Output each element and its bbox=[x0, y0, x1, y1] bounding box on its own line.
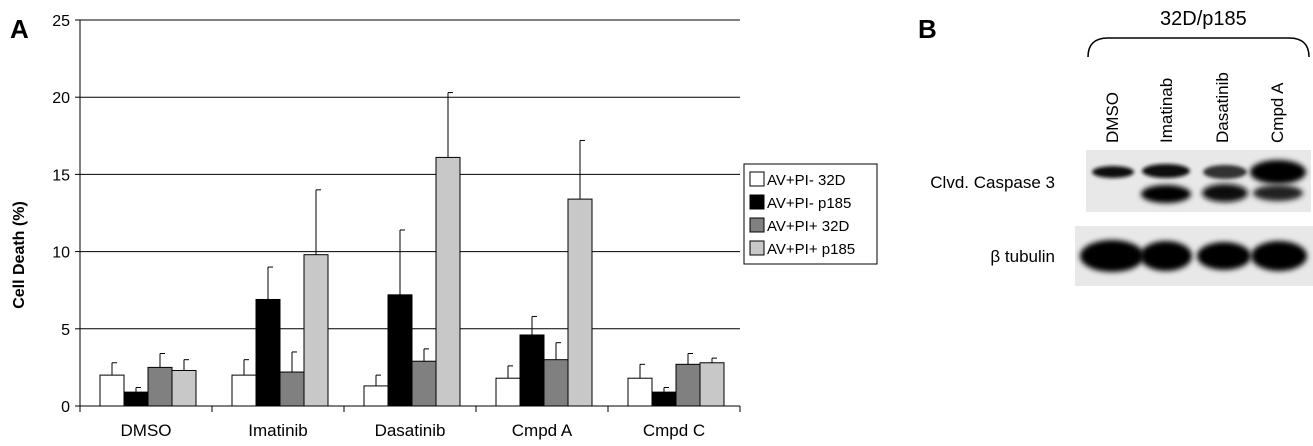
x-tick-label: Cmpd C bbox=[643, 421, 705, 440]
legend-label: AV+PI+ 32D bbox=[767, 218, 849, 235]
bar bbox=[303, 254, 329, 407]
legend: AV+PI- 32D AV+PI- p185 AV+PI+ 32D AV+PI+ p1… bbox=[743, 163, 878, 265]
blot-tubulin-row bbox=[1075, 226, 1313, 286]
bar bbox=[519, 334, 545, 407]
x-tick-label: Dasatinib bbox=[375, 421, 446, 440]
tick-labels: 0 5 10 15 20 25 DMSO Imatinib Dasatinib Cmpd A Cmp… bbox=[52, 13, 705, 440]
legend-label: AV+PI- p185 bbox=[767, 195, 851, 212]
bar bbox=[411, 360, 437, 407]
error-bars bbox=[111, 92, 717, 393]
bar bbox=[627, 377, 653, 407]
lane-label-imatinab: Imatinab bbox=[1157, 77, 1176, 143]
bar bbox=[279, 371, 305, 407]
bar bbox=[543, 359, 569, 407]
bar bbox=[255, 298, 281, 407]
bar bbox=[675, 363, 701, 407]
y-tick-label: 20 bbox=[52, 90, 70, 107]
panel-b-label: B bbox=[918, 14, 937, 44]
row-label-cleaved-caspase-3: Clvd. Caspase 3 bbox=[930, 173, 1055, 192]
row-label-beta-tubulin: β tubulin bbox=[990, 247, 1055, 266]
blot-bracket bbox=[1087, 37, 1310, 58]
x-tick-label: Cmpd A bbox=[512, 421, 573, 440]
legend-swatch bbox=[749, 194, 765, 210]
bars bbox=[99, 156, 725, 407]
lane-label-dmso: DMSO bbox=[1103, 92, 1122, 143]
bar bbox=[99, 374, 125, 407]
bar bbox=[699, 362, 725, 407]
bar bbox=[123, 391, 149, 407]
x-tick-label: DMSO bbox=[121, 421, 172, 440]
legend-swatch bbox=[749, 240, 765, 256]
bar bbox=[435, 156, 461, 407]
blot-caspase-row bbox=[1086, 150, 1311, 212]
y-tick-label: 5 bbox=[61, 322, 70, 339]
bar bbox=[231, 374, 257, 407]
bar bbox=[363, 385, 389, 407]
y-tick-label: 10 bbox=[52, 245, 70, 262]
lane-label-dasatinib: Dasatinib bbox=[1213, 72, 1232, 143]
legend-box bbox=[743, 163, 878, 265]
y-tick-label: 25 bbox=[52, 13, 70, 30]
legend-swatch bbox=[749, 217, 765, 233]
y-tick-label: 0 bbox=[61, 399, 70, 416]
panel-a-label: A bbox=[10, 14, 29, 44]
blot-title: 32D/p185 bbox=[1160, 8, 1247, 30]
bar bbox=[147, 366, 173, 407]
bar bbox=[171, 369, 197, 407]
legend-label: AV+PI- 32D bbox=[767, 172, 846, 189]
bar bbox=[651, 391, 677, 407]
bar bbox=[567, 198, 593, 407]
legend-label: AV+PI+ p185 bbox=[767, 241, 855, 258]
bar bbox=[495, 377, 521, 407]
bar bbox=[387, 294, 413, 407]
x-tick-label: Imatinib bbox=[248, 421, 308, 440]
lane-label-cmpd-a: Cmpd A bbox=[1268, 82, 1287, 143]
y-axis-label: Cell Death (%) bbox=[11, 201, 28, 309]
legend-swatch bbox=[749, 171, 765, 187]
y-tick-label: 15 bbox=[52, 167, 70, 184]
gridlines bbox=[80, 19, 740, 330]
